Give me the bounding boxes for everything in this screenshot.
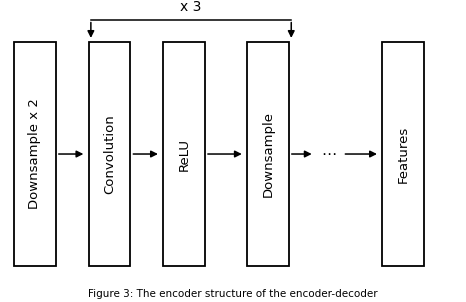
- FancyBboxPatch shape: [163, 42, 205, 266]
- Text: Downsample: Downsample: [261, 111, 274, 197]
- FancyBboxPatch shape: [89, 42, 130, 266]
- FancyBboxPatch shape: [14, 42, 56, 266]
- FancyBboxPatch shape: [382, 42, 424, 266]
- Text: Convolution: Convolution: [103, 114, 116, 194]
- Text: Figure 3: The encoder structure of the encoder-decoder: Figure 3: The encoder structure of the e…: [88, 289, 378, 299]
- FancyBboxPatch shape: [247, 42, 289, 266]
- Text: ReLU: ReLU: [178, 137, 191, 171]
- Text: x 3: x 3: [180, 0, 202, 14]
- Text: Downsample x 2: Downsample x 2: [28, 98, 41, 210]
- Text: Features: Features: [397, 125, 410, 183]
- Text: ⋯: ⋯: [321, 146, 336, 162]
